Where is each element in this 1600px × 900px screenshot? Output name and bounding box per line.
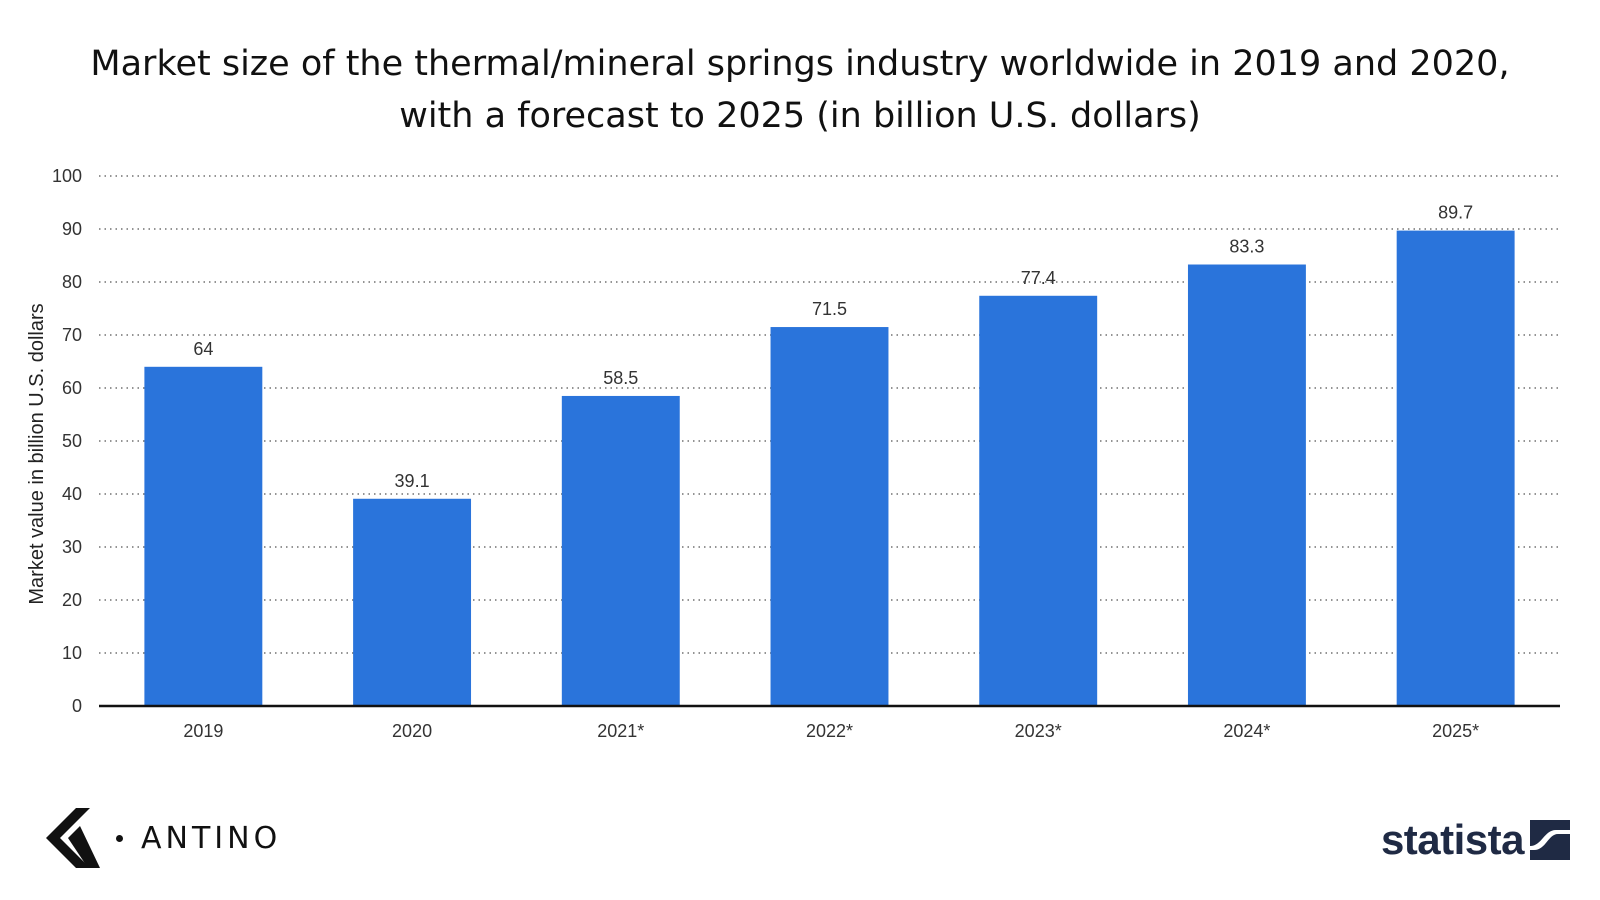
- statista-logo-icon: [1530, 820, 1570, 860]
- value-label: 83.3: [1229, 237, 1264, 257]
- value-label: 58.5: [603, 368, 638, 388]
- x-tick-label: 2021*: [597, 721, 644, 741]
- statista-wordmark: statista: [1380, 816, 1525, 863]
- bar-2024: [1187, 264, 1306, 706]
- antino-wordmark: ANTINO: [141, 820, 282, 856]
- y-tick-label: 90: [62, 219, 82, 239]
- chart-title-line-1: Market size of the thermal/mineral sprin…: [90, 44, 1510, 84]
- y-tick-label: 70: [62, 325, 82, 345]
- value-label: 77.4: [1021, 268, 1056, 288]
- statista-brand: statista: [1381, 815, 1570, 865]
- y-tick-label: 20: [62, 590, 82, 610]
- y-axis-ticks: 0 10 20 30 40 50 60 70 80 90 100: [52, 166, 82, 716]
- y-tick-label: 0: [72, 696, 82, 716]
- bar-2023: [979, 295, 1098, 706]
- x-axis-ticks: 2019 2020 2021* 2022* 2023* 2024* 2025*: [183, 721, 1479, 741]
- antino-logo-icon: [46, 808, 100, 868]
- y-tick-label: 50: [62, 431, 82, 451]
- value-label: 64: [193, 339, 213, 359]
- y-tick-label: 100: [52, 166, 82, 186]
- x-tick-label: 2019: [183, 721, 223, 741]
- x-tick-label: 2024*: [1223, 721, 1270, 741]
- chart-title: Market size of the thermal/mineral sprin…: [0, 38, 1600, 142]
- bar-2025: [1396, 230, 1515, 706]
- value-labels: 64 39.1 58.5 71.5 77.4 83.3 89.7: [193, 203, 1473, 491]
- gridlines: [99, 175, 1560, 654]
- value-label: 71.5: [812, 299, 847, 319]
- y-tick-label: 30: [62, 537, 82, 557]
- chart-title-line-2: with a forecast to 2025 (in billion U.S.…: [399, 96, 1201, 136]
- y-axis-label: Market value in billion U.S. dollars: [26, 303, 48, 604]
- bars: [144, 230, 1515, 706]
- bar-2021: [561, 395, 680, 706]
- y-tick-label: 80: [62, 272, 82, 292]
- y-tick-label: 10: [62, 643, 82, 663]
- bar-chart: 0 10 20 30 40 50 60 70 80 90 100 64 39.1 58.5 71.5 77.…: [26, 166, 1560, 741]
- bar-2019: [144, 366, 263, 706]
- x-tick-label: 2025*: [1432, 721, 1479, 741]
- x-tick-label: 2020: [392, 721, 432, 741]
- x-tick-label: 2023*: [1015, 721, 1062, 741]
- antino-brand: ANTINO: [46, 808, 281, 868]
- bar-2020: [353, 498, 472, 706]
- value-label: 39.1: [395, 471, 430, 491]
- antino-separator-dot: [116, 834, 123, 842]
- bar-2022: [770, 327, 889, 706]
- y-tick-label: 40: [62, 484, 82, 504]
- y-tick-label: 60: [62, 378, 82, 398]
- value-label: 89.7: [1438, 203, 1473, 223]
- x-tick-label: 2022*: [806, 721, 853, 741]
